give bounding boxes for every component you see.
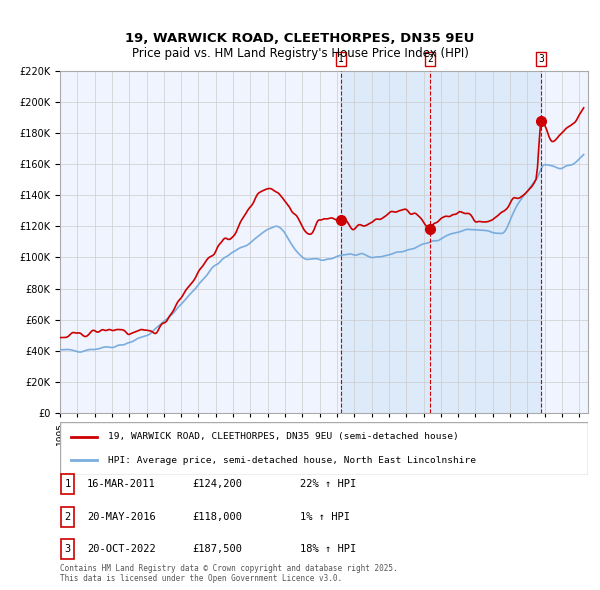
Text: 19, WARWICK ROAD, CLEETHORPES, DN35 9EU: 19, WARWICK ROAD, CLEETHORPES, DN35 9EU <box>125 32 475 45</box>
Text: 1: 1 <box>338 54 344 64</box>
Text: 1% ↑ HPI: 1% ↑ HPI <box>300 512 350 522</box>
Text: Contains HM Land Registry data © Crown copyright and database right 2025.
This d: Contains HM Land Registry data © Crown c… <box>60 563 398 583</box>
Text: 2: 2 <box>427 54 433 64</box>
Text: 2: 2 <box>64 512 71 522</box>
Text: 3: 3 <box>64 545 71 554</box>
Text: £124,200: £124,200 <box>192 480 242 489</box>
Text: HPI: Average price, semi-detached house, North East Lincolnshire: HPI: Average price, semi-detached house,… <box>107 455 476 464</box>
Text: 18% ↑ HPI: 18% ↑ HPI <box>300 545 356 554</box>
Text: 16-MAR-2011: 16-MAR-2011 <box>87 480 156 489</box>
FancyBboxPatch shape <box>61 507 74 527</box>
FancyBboxPatch shape <box>61 539 74 559</box>
Bar <box>341 71 541 413</box>
Text: 19, WARWICK ROAD, CLEETHORPES, DN35 9EU (semi-detached house): 19, WARWICK ROAD, CLEETHORPES, DN35 9EU … <box>107 432 458 441</box>
Text: 3: 3 <box>538 54 544 64</box>
Text: £118,000: £118,000 <box>192 512 242 522</box>
Text: £187,500: £187,500 <box>192 545 242 554</box>
Text: 22% ↑ HPI: 22% ↑ HPI <box>300 480 356 489</box>
Text: 20-MAY-2016: 20-MAY-2016 <box>87 512 156 522</box>
Text: 20-OCT-2022: 20-OCT-2022 <box>87 545 156 554</box>
Text: Price paid vs. HM Land Registry's House Price Index (HPI): Price paid vs. HM Land Registry's House … <box>131 47 469 60</box>
FancyBboxPatch shape <box>61 474 74 494</box>
Text: 1: 1 <box>64 480 71 489</box>
FancyBboxPatch shape <box>60 422 588 475</box>
